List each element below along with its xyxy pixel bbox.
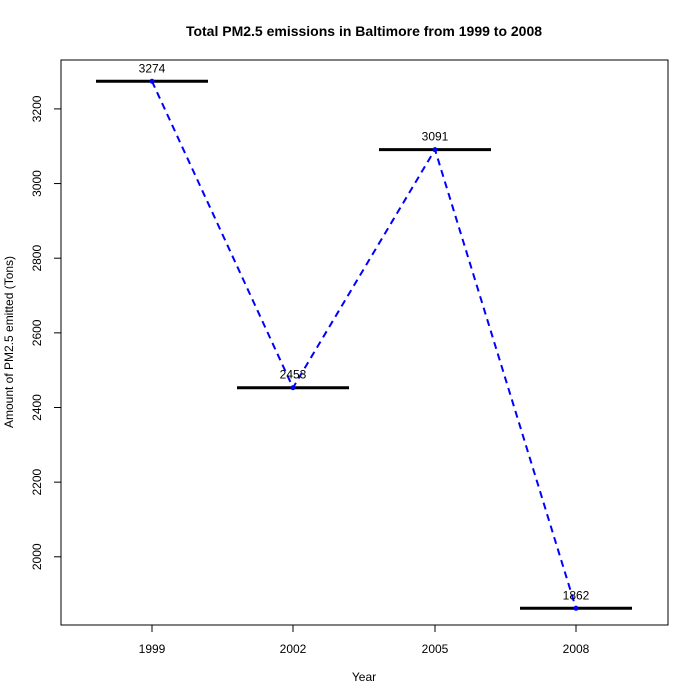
data-point bbox=[573, 605, 579, 611]
x-tick-label: 2008 bbox=[563, 642, 590, 656]
data-label: 2453 bbox=[280, 368, 307, 382]
data-label: 3274 bbox=[139, 61, 166, 75]
y-tick-label: 2800 bbox=[30, 245, 44, 272]
x-tick-label: 2002 bbox=[280, 642, 307, 656]
x-tick-label: 2005 bbox=[422, 642, 449, 656]
data-label: 1862 bbox=[563, 588, 590, 602]
x-axis-label: Year bbox=[352, 670, 376, 684]
y-tick-label: 3200 bbox=[30, 95, 44, 122]
y-tick-label: 2000 bbox=[30, 543, 44, 570]
y-tick-label: 2600 bbox=[30, 319, 44, 346]
data-label: 3091 bbox=[422, 130, 449, 144]
data-point bbox=[149, 78, 155, 84]
x-axis: 1999 2002 2005 2008 bbox=[139, 625, 590, 656]
x-tick-label: 1999 bbox=[139, 642, 166, 656]
chart-title: Total PM2.5 emissions in Baltimore from … bbox=[186, 23, 542, 39]
plot-frame bbox=[60, 59, 669, 626]
series-line bbox=[151, 80, 577, 609]
data-point bbox=[290, 385, 296, 391]
y-tick-label: 3000 bbox=[30, 170, 44, 197]
y-tick-label: 2400 bbox=[30, 394, 44, 421]
y-tick-label: 2200 bbox=[30, 468, 44, 495]
data-point bbox=[432, 147, 438, 153]
series-group: 3274 2453 3091 1862 bbox=[96, 61, 632, 611]
y-axis-label: Amount of PM2.5 emitted (Tons) bbox=[2, 256, 16, 428]
y-axis: 2000 2200 2400 2600 2800 3000 3200 bbox=[30, 95, 61, 570]
